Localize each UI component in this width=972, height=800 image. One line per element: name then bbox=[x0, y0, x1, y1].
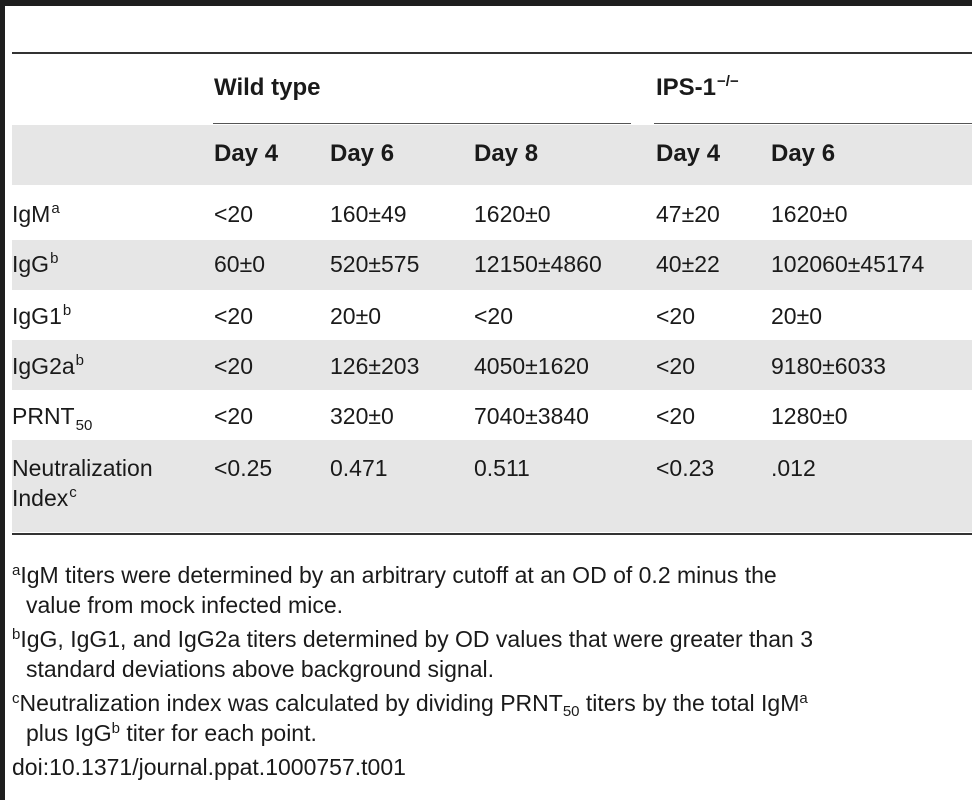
table-top-rule bbox=[12, 52, 972, 54]
column-header-wt-day6: Day 6 bbox=[330, 140, 395, 167]
group-header-ips: IPS-1−/− bbox=[656, 73, 739, 101]
table-cell: <20 bbox=[214, 303, 254, 329]
table-cell: 47±20 bbox=[656, 201, 720, 227]
table-bottom-rule bbox=[12, 533, 972, 535]
row-label-neutralization: Neutralization bbox=[12, 455, 153, 481]
group-header-wild-type: Wild type bbox=[214, 74, 321, 101]
column-header-ips-day6: Day 6 bbox=[771, 140, 836, 167]
doi-text: doi:10.1371/journal.ppat.1000757.t001 bbox=[12, 754, 406, 780]
table-cell: 60±0 bbox=[214, 251, 265, 277]
table-cell: 12150±4860 bbox=[474, 251, 602, 277]
table-cell: 20±0 bbox=[771, 303, 822, 329]
row-label-igm: IgMa bbox=[12, 200, 60, 227]
table-cell: 320±0 bbox=[330, 403, 394, 429]
row-label-igg1: IgG1b bbox=[12, 302, 72, 329]
table-cell: 1280±0 bbox=[771, 403, 848, 429]
row-band-igg bbox=[12, 240, 972, 290]
table-cell: 520±575 bbox=[330, 251, 420, 277]
table-cell: 9180±6033 bbox=[771, 353, 886, 379]
column-header-wt-day4: Day 4 bbox=[214, 140, 279, 167]
table-cell: 0.511 bbox=[474, 455, 530, 481]
table-cell: <0.25 bbox=[214, 455, 273, 481]
table-cell: 20±0 bbox=[330, 303, 381, 329]
table-cell: <20 bbox=[214, 353, 254, 379]
group-rule-wild-type bbox=[213, 123, 631, 124]
footnote-a-line2: value from mock infected mice. bbox=[26, 592, 344, 618]
table-cell: 4050±1620 bbox=[474, 353, 589, 379]
table-cell: <0.23 bbox=[656, 455, 715, 481]
footnote-c-line1: cNeutralization index was calculated by … bbox=[12, 690, 808, 720]
table-cell: 40±22 bbox=[656, 251, 720, 277]
group-rule-ips bbox=[654, 123, 972, 124]
table-cell: <20 bbox=[656, 403, 696, 429]
footnote-b-line2: standard deviations above background sig… bbox=[26, 656, 494, 682]
row-label-igg2a: IgG2ab bbox=[12, 352, 84, 379]
table-cell: <20 bbox=[656, 303, 696, 329]
footnote-a-line1: aIgM titers were determined by an arbitr… bbox=[12, 562, 777, 588]
column-header-ips-day4: Day 4 bbox=[656, 140, 721, 167]
table-cell: 102060±45174 bbox=[771, 251, 925, 277]
row-band-igg2a bbox=[12, 340, 972, 390]
table-cell: <20 bbox=[474, 303, 514, 329]
table-cell: <20 bbox=[656, 353, 696, 379]
column-header-band bbox=[12, 125, 972, 185]
column-header-wt-day8: Day 8 bbox=[474, 140, 539, 167]
table-cell: <20 bbox=[214, 403, 254, 429]
row-label-prnt50: PRNT50 bbox=[12, 403, 93, 434]
table-cell: <20 bbox=[214, 201, 254, 227]
table-cell: .012 bbox=[771, 455, 816, 481]
row-band-neutralization bbox=[12, 440, 972, 532]
table-cell: 160±49 bbox=[330, 201, 407, 227]
table-cell: 0.471 bbox=[330, 455, 388, 481]
row-label-igg: IgGb bbox=[12, 250, 59, 277]
left-border bbox=[0, 0, 5, 800]
footnote-c-line2: plus IgGb titer for each point. bbox=[26, 720, 317, 746]
row-label-index: Indexc bbox=[12, 484, 77, 511]
table-cell: 1620±0 bbox=[771, 201, 848, 227]
footnote-b-line1: bIgG, IgG1, and IgG2a titers determined … bbox=[12, 626, 813, 652]
table-cell: 7040±3840 bbox=[474, 403, 589, 429]
table-cell: 126±203 bbox=[330, 353, 420, 379]
table-cell: 1620±0 bbox=[474, 201, 551, 227]
top-border bbox=[0, 0, 972, 6]
